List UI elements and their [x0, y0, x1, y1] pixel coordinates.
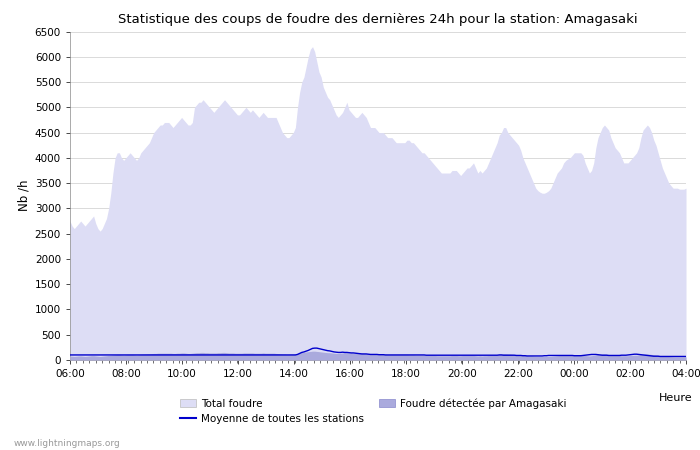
Text: Heure: Heure	[659, 393, 692, 403]
Legend: Total foudre, Moyenne de toutes les stations, Foudre détectée par Amagasaki: Total foudre, Moyenne de toutes les stat…	[180, 398, 567, 424]
Text: www.lightningmaps.org: www.lightningmaps.org	[14, 439, 120, 448]
Title: Statistique des coups de foudre des dernières 24h pour la station: Amagasaki: Statistique des coups de foudre des dern…	[118, 13, 638, 26]
Y-axis label: Nb /h: Nb /h	[18, 180, 31, 211]
